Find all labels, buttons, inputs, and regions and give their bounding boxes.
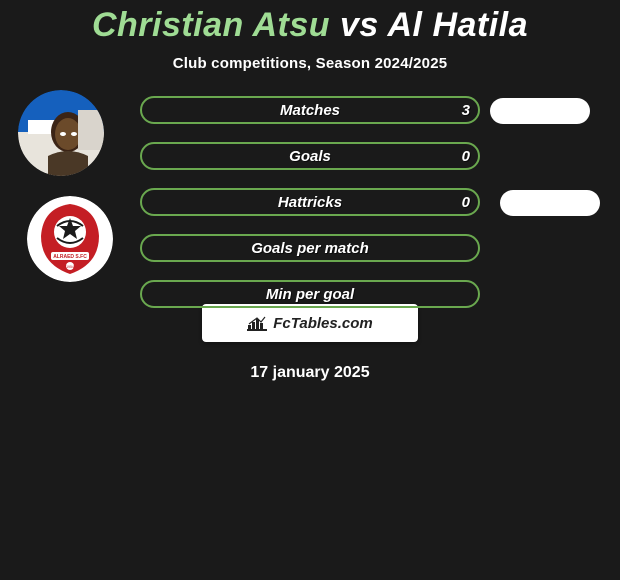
- player2-avatar: ALRAED S.FC 1954: [27, 196, 113, 282]
- comparison-title: Christian Atsu vs Al Hatila: [0, 0, 620, 45]
- date-text: 17 january 2025: [0, 364, 620, 382]
- metric-row: Hattricks0: [140, 188, 480, 216]
- metric-label: Min per goal: [142, 286, 478, 303]
- metric-row: Goals per match: [140, 234, 480, 262]
- metric-label: Matches: [142, 102, 478, 119]
- player2-value-pill: [490, 98, 590, 124]
- metric-label: Hattricks: [142, 194, 478, 211]
- player2-name: Al Hatila: [388, 6, 529, 44]
- player2-value-pill: [500, 190, 600, 216]
- player1-avatar: [18, 90, 104, 176]
- metric-label: Goals per match: [142, 240, 478, 257]
- metric-label: Goals: [142, 148, 478, 165]
- player1-value: 3: [462, 102, 470, 119]
- player1-name: Christian Atsu: [92, 6, 330, 44]
- metric-rows: Matches3Goals0Hattricks0Goals per matchM…: [140, 96, 480, 326]
- subtitle: Club competitions, Season 2024/2025: [0, 55, 620, 72]
- metric-row: Matches3: [140, 96, 480, 124]
- svg-text:1954: 1954: [66, 265, 74, 269]
- metric-row: Goals0: [140, 142, 480, 170]
- vs-text: vs: [340, 6, 388, 44]
- player1-value: 0: [462, 148, 470, 165]
- metric-row: Min per goal: [140, 280, 480, 308]
- player1-value: 0: [462, 194, 470, 211]
- svg-text:ALRAED S.FC: ALRAED S.FC: [53, 254, 87, 260]
